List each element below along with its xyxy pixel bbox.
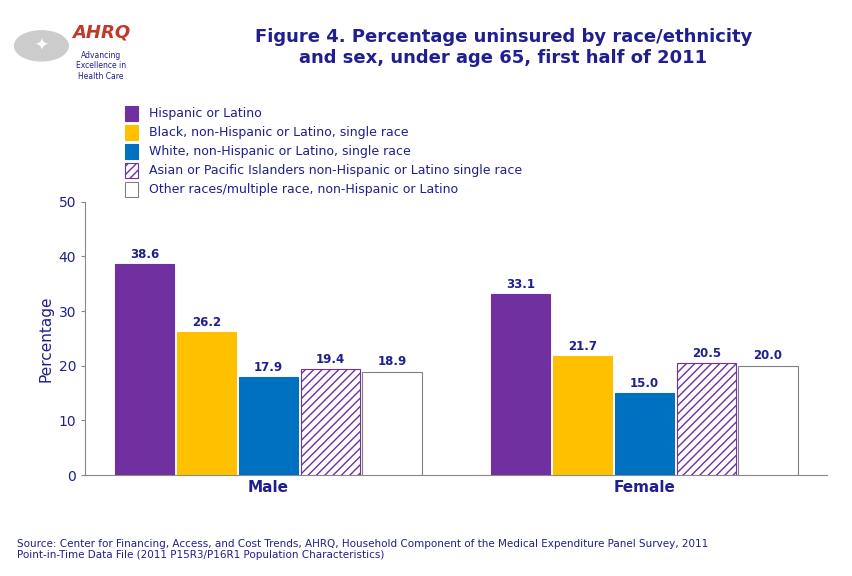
- Text: 20.0: 20.0: [752, 350, 781, 362]
- Text: Other races/multiple race, non-Hispanic or Latino: Other races/multiple race, non-Hispanic …: [148, 183, 458, 196]
- FancyBboxPatch shape: [125, 162, 138, 178]
- Text: 17.9: 17.9: [254, 361, 283, 374]
- Bar: [239, 377, 297, 475]
- Text: Asian or Pacific Islanders non-Hispanic or Latino single race: Asian or Pacific Islanders non-Hispanic …: [148, 164, 521, 177]
- Text: 21.7: 21.7: [567, 340, 596, 353]
- Text: 33.1: 33.1: [505, 278, 534, 291]
- Bar: [614, 393, 673, 475]
- Text: AHRQ: AHRQ: [72, 24, 130, 41]
- Text: 26.2: 26.2: [192, 316, 221, 328]
- Text: Source: Center for Financing, Access, and Cost Trends, AHRQ, Household Component: Source: Center for Financing, Access, an…: [17, 539, 707, 560]
- Bar: [362, 372, 421, 475]
- Bar: [176, 332, 236, 475]
- Bar: [300, 369, 360, 475]
- FancyBboxPatch shape: [125, 124, 138, 140]
- Text: 18.9: 18.9: [377, 355, 406, 369]
- Text: Advancing
Excellence in
Health Care: Advancing Excellence in Health Care: [76, 51, 126, 81]
- Text: ✦: ✦: [34, 37, 49, 55]
- FancyBboxPatch shape: [125, 181, 138, 197]
- Text: White, non-Hispanic or Latino, single race: White, non-Hispanic or Latino, single ra…: [148, 145, 410, 158]
- Circle shape: [14, 31, 68, 61]
- FancyBboxPatch shape: [125, 105, 138, 121]
- Text: 38.6: 38.6: [130, 248, 159, 261]
- Y-axis label: Percentage: Percentage: [38, 295, 53, 382]
- Bar: [552, 357, 612, 475]
- Text: 19.4: 19.4: [315, 353, 344, 366]
- Bar: [115, 264, 174, 475]
- Text: Black, non-Hispanic or Latino, single race: Black, non-Hispanic or Latino, single ra…: [148, 126, 407, 139]
- Text: Figure 4. Percentage uninsured by race/ethnicity
and sex, under age 65, first ha: Figure 4. Percentage uninsured by race/e…: [254, 28, 751, 67]
- Bar: [738, 366, 797, 475]
- FancyBboxPatch shape: [125, 143, 138, 159]
- Text: 15.0: 15.0: [629, 377, 658, 390]
- Bar: [676, 363, 735, 475]
- Text: Hispanic or Latino: Hispanic or Latino: [148, 107, 261, 120]
- Bar: [491, 294, 550, 475]
- Text: 20.5: 20.5: [691, 347, 720, 360]
